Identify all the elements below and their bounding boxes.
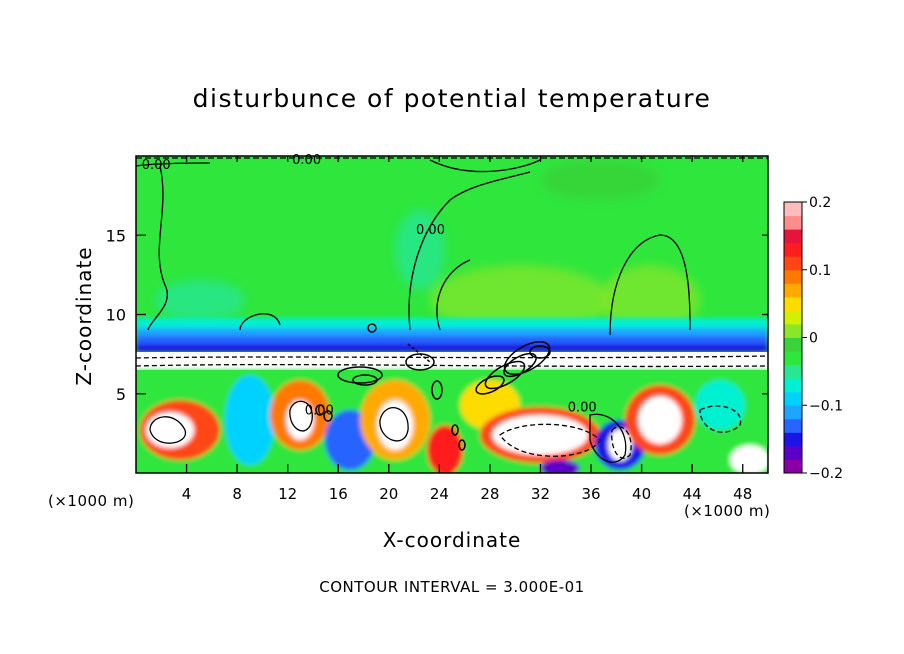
x-tick-label: 40 [632,485,651,503]
contour-line [289,400,313,432]
y-tick-label: 10 [106,306,126,325]
x-tick-label: 48 [733,485,752,503]
colorbar-cell [784,364,802,379]
contour-line [589,413,627,463]
contour-label: 0.00 [416,223,445,238]
contour-line [147,165,168,331]
colorbar-cell [784,405,802,420]
colorbar-cell [784,351,802,366]
chart-title: disturbunce of potential temperature [192,84,712,113]
colorbar-cell [784,256,802,271]
contour-line [699,405,742,433]
lower-field-shading [136,370,768,473]
y-axis-label: Z-coordinate [72,246,96,386]
contour-label: 0.00 [568,400,597,415]
x-tick-label: 20 [379,485,398,503]
x-axis-label: X-coordinate [382,528,522,552]
contour-line [379,407,409,442]
colorbar-cell [784,378,802,393]
x-tick-label: 12 [278,485,297,503]
y-tick-label: 5 [116,385,126,404]
x-tick-label: 44 [683,485,702,503]
saturation-band [136,352,768,370]
colorbar-tick-label: −0.1 [809,398,843,414]
heatmap-field [136,156,768,473]
contour-clusters [315,323,551,451]
contour-line [136,355,768,359]
colorbar-cell [784,418,802,433]
y-axis-ticks: 5 10 15 [106,226,768,404]
colorbar-cell [784,283,802,298]
colorbar-cell [784,202,802,217]
x-unit-right: (×1000 m) [684,502,771,520]
tropopause-band [136,318,768,352]
colorbar-cell [784,269,802,284]
colorbar-cells [784,202,802,474]
colorbar-cell [784,215,802,230]
contour-label: 0.00 [305,404,334,419]
contour-label: 0.00 [292,153,321,168]
x-tick-label: 8 [232,485,242,503]
colorbar-ticks: 0.2 0.1 0 −0.1 −0.2 [802,195,843,482]
x-tick-label: 36 [581,485,600,503]
x-tick-label: 16 [329,485,348,503]
contour-line [149,416,186,444]
contour-line [429,159,541,173]
colorbar-cell [784,459,802,474]
colorbar-tick-label: −0.2 [809,466,843,482]
colorbar-cell [784,323,802,338]
x-axis-ticks: 4 8 12 16 20 24 28 32 36 40 44 48 [182,156,752,503]
contour-labels: 0.00 0.00 0.00 0.00 0.00 [142,153,597,418]
colorbar-cell [784,310,802,325]
colorbar-cell [784,445,802,460]
contour-line [436,259,471,331]
colorbar-cell [784,296,802,311]
x-unit-left: (×1000 m) [48,492,135,510]
x-tick-label: 32 [531,485,550,503]
colorbar-cell [784,432,802,447]
colorbar-cell [784,337,802,352]
contour-line [611,426,632,459]
y-tick-label: 15 [106,226,126,245]
colorbar-tick-label: 0.2 [809,195,831,211]
x-tick-label: 28 [480,485,499,503]
contour-line [609,234,691,336]
colorbar-cell [784,229,802,244]
contour-label: 0.00 [142,158,171,173]
colorbar-tick-label: 0 [809,331,818,347]
colorbar-tick-label: 0.1 [809,263,831,279]
contour-line [136,162,211,167]
contour-line [408,171,531,331]
colorbar-cell [784,242,802,257]
contour-line [136,363,768,368]
contour-line [239,313,281,331]
x-tick-label: 24 [430,485,449,503]
colorbar: 0.2 0.1 0 −0.1 −0.2 [783,195,843,482]
contour-lines [136,157,768,463]
contour-interval-note: CONTOUR INTERVAL = 3.000E-01 [319,578,585,596]
x-tick-label: 4 [182,485,192,503]
colorbar-cell [784,391,802,406]
contour-line [499,423,601,457]
